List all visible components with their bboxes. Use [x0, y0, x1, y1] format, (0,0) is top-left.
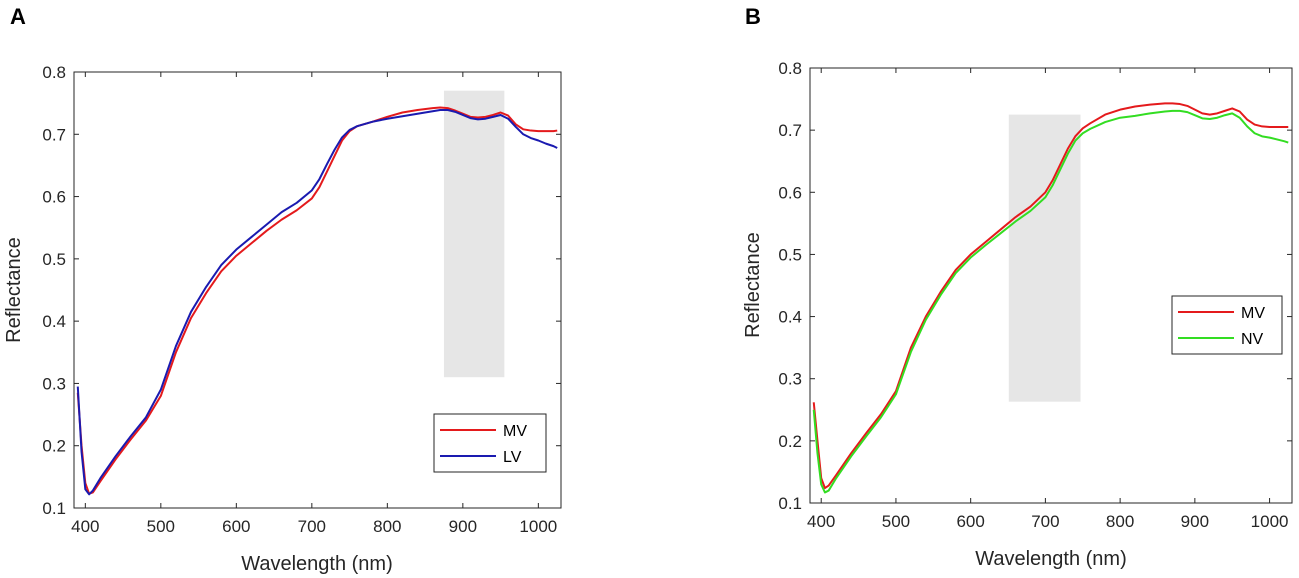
y-tick-label: 0.5 [778, 245, 802, 264]
chart-panel-b: B 400 500 600 700 800 900 1000 0.1 0.2 0.3 0.4 0.5 0.… [742, 4, 1293, 570]
y-tick-label: 0.3 [778, 370, 802, 389]
highlight-region [1008, 114, 1081, 402]
y-tick-label: 0.8 [778, 59, 802, 78]
x-tick-label: 600 [956, 512, 984, 531]
panel-label: B [745, 4, 761, 29]
plot-frame [809, 67, 1293, 504]
panel-label: A [10, 4, 26, 29]
y-tick-label: 0.2 [778, 432, 802, 451]
x-tick-label: 400 [807, 512, 835, 531]
y-axis-title: Reflectance [3, 237, 25, 343]
chart-panel-a: A 400 500 600 700 800 900 1000 0.1 0.2 0.3 0.4 0.5 0.… [3, 4, 562, 575]
y-tick-label: 0.7 [42, 125, 66, 144]
y-axis-title: Reflectance [742, 232, 764, 338]
x-tick-label: 600 [222, 517, 250, 536]
x-tick-label: 800 [1106, 512, 1134, 531]
series-line-lv [76, 108, 558, 496]
series-line-mv [76, 106, 558, 495]
legend: MV LV [433, 413, 547, 473]
y-tick-label: 0.5 [42, 250, 66, 269]
y-tick-label: 0.4 [778, 308, 802, 327]
legend-label-lv: LV [503, 449, 522, 466]
x-tick-label: 700 [1031, 512, 1059, 531]
y-tick-label: 0.8 [42, 63, 66, 82]
x-tick-label: 700 [298, 517, 326, 536]
y-tick-label: 0.6 [42, 188, 66, 207]
legend-label-mv: MV [1241, 305, 1265, 322]
x-tick-label: 500 [882, 512, 910, 531]
x-tick-label: 800 [373, 517, 401, 536]
y-tick-label: 0.6 [778, 183, 802, 202]
y-tick-label: 0.4 [42, 312, 66, 331]
legend-box [433, 413, 547, 473]
x-tick-label: 500 [147, 517, 175, 536]
x-tick-label: 1000 [519, 517, 557, 536]
y-tick-label: 0.7 [778, 121, 802, 140]
y-tick-label: 0.1 [42, 499, 66, 518]
highlight-region [443, 90, 505, 378]
y-tick-label: 0.3 [42, 374, 66, 393]
series-line-mv [812, 102, 1289, 490]
x-tick-label: 1000 [1251, 512, 1289, 531]
x-tick-label: 900 [1181, 512, 1209, 531]
y-tick-label: 0.1 [778, 494, 802, 513]
x-axis-title: Wavelength (nm) [241, 553, 393, 575]
series-line-nv [812, 109, 1289, 494]
legend-label-nv: NV [1241, 331, 1264, 348]
legend-label-mv: MV [503, 423, 527, 440]
x-tick-label: 900 [449, 517, 477, 536]
legend: MV NV [1171, 295, 1283, 355]
x-axis-title: Wavelength (nm) [975, 548, 1127, 570]
legend-box [1171, 295, 1283, 355]
plot-frame [73, 71, 562, 509]
y-tick-label: 0.2 [42, 437, 66, 456]
x-tick-label: 400 [71, 517, 99, 536]
